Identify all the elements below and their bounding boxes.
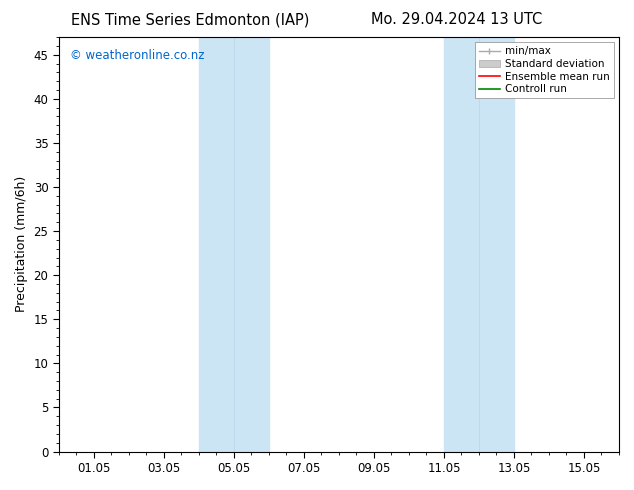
Text: ENS Time Series Edmonton (IAP): ENS Time Series Edmonton (IAP)	[71, 12, 309, 27]
Text: © weatheronline.co.nz: © weatheronline.co.nz	[70, 49, 205, 63]
Bar	[199, 37, 269, 452]
Y-axis label: Precipitation (mm/6h): Precipitation (mm/6h)	[15, 176, 28, 313]
Legend: min/max, Standard deviation, Ensemble mean run, Controll run: min/max, Standard deviation, Ensemble me…	[475, 42, 614, 98]
Bar	[444, 37, 514, 452]
Text: Mo. 29.04.2024 13 UTC: Mo. 29.04.2024 13 UTC	[371, 12, 542, 27]
